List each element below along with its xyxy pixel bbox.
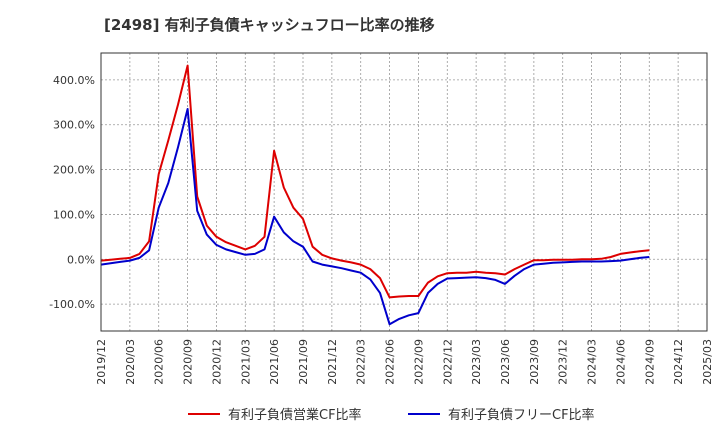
x-tick-label: 2020/09 bbox=[182, 339, 195, 385]
grid bbox=[100, 53, 708, 331]
x-tick-label: 2021/03 bbox=[239, 339, 252, 385]
series-line-2 bbox=[100, 108, 650, 326]
x-axis: 2019/12 2020/03 2020/06 2020/09 2020/12 2021/… bbox=[95, 339, 714, 385]
x-tick-label: 2021/12 bbox=[326, 339, 339, 385]
plot-frame bbox=[100, 52, 708, 332]
x-tick-label: 2024/12 bbox=[672, 339, 685, 385]
x-tick-label: 2020/12 bbox=[210, 339, 223, 385]
y-tick-label: 300.0% bbox=[53, 119, 95, 132]
x-tick-label: 2020/03 bbox=[124, 339, 137, 385]
x-tick-label: 2023/09 bbox=[528, 339, 541, 385]
x-tick-label: 2019/12 bbox=[95, 339, 108, 385]
legend-label-1: 有利子負債営業CF比率 bbox=[228, 407, 362, 423]
x-tick-label: 2024/06 bbox=[614, 339, 627, 385]
y-tick-label: 0.0% bbox=[67, 253, 95, 266]
x-tick-label: 2022/09 bbox=[412, 339, 425, 385]
series-group bbox=[100, 64, 650, 326]
x-tick-label: 2024/03 bbox=[586, 339, 599, 385]
y-tick-label: 200.0% bbox=[53, 164, 95, 177]
x-tick-label: 2025/03 bbox=[701, 339, 714, 385]
plot-background bbox=[101, 53, 707, 331]
y-tick-label: 400.0% bbox=[53, 74, 95, 87]
x-tick-label: 2024/09 bbox=[643, 339, 656, 385]
x-tick-label: 2022/12 bbox=[441, 339, 454, 385]
y-tick-label: -100.0% bbox=[49, 298, 95, 311]
chart-title: [2498] 有利子負債キャッシュフロー比率の推移 bbox=[104, 16, 435, 34]
legend: 有利子負債営業CF比率 有利子負債フリーCF比率 bbox=[188, 407, 595, 423]
x-tick-label: 2023/12 bbox=[557, 339, 570, 385]
legend-label-2: 有利子負債フリーCF比率 bbox=[448, 407, 595, 423]
x-tick-label: 2022/06 bbox=[384, 339, 397, 385]
x-tick-label: 2021/09 bbox=[297, 339, 310, 385]
y-axis: 400.0% 300.0% 200.0% 100.0% 0.0% -100.0% bbox=[49, 74, 95, 311]
x-tick-label: 2020/06 bbox=[153, 339, 166, 385]
x-tick-label: 2021/06 bbox=[268, 339, 281, 385]
x-tick-label: 2023/06 bbox=[499, 339, 512, 385]
series-line-1 bbox=[100, 64, 650, 299]
x-tick-label: 2022/03 bbox=[355, 339, 368, 385]
y-tick-label: 100.0% bbox=[53, 208, 95, 221]
x-tick-label: 2023/03 bbox=[470, 339, 483, 385]
